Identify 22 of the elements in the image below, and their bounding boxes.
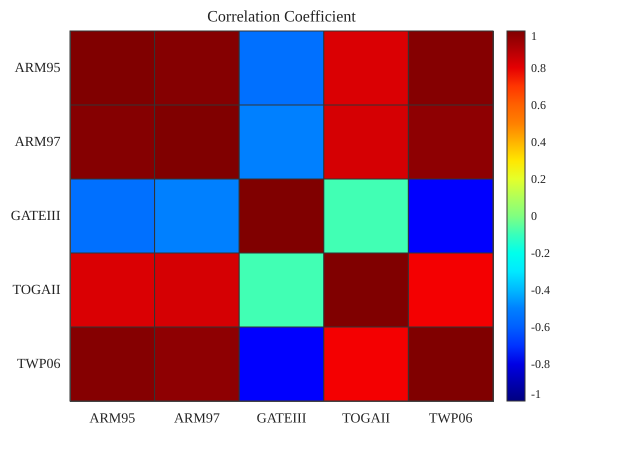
chart-title: Correlation Coefficient [207,8,356,26]
y-tick-label: ARM97 [14,135,60,150]
color-bar-label: 0.4 [531,135,546,149]
color-bar-label: 0.2 [531,172,546,186]
x-tick-label: ARM97 [174,412,220,426]
color-bar-label: -0.2 [531,246,550,260]
color-bar-label: -1 [531,387,541,401]
y-tick-label: ARM95 [14,61,60,76]
color-bar-label: 0.8 [531,61,546,75]
color-bar-label: -0.8 [531,357,550,371]
color-bar-label: 1 [531,29,537,43]
color-bar-label: -0.6 [531,320,550,334]
color-bar-label: 0.6 [531,98,546,112]
y-tick-label: TOGAII [12,283,61,298]
x-tick-label: TOGAII [342,412,390,426]
x-tick-label: ARM95 [89,412,136,426]
color-bar-label: 0 [531,209,537,223]
color-bar-label: -0.4 [531,283,550,297]
y-tick-label: GATEIII [10,209,61,224]
x-tick-label: GATEIII [256,412,307,426]
y-tick-label: TWP06 [16,357,60,372]
x-tick-label: TWP06 [428,412,472,426]
